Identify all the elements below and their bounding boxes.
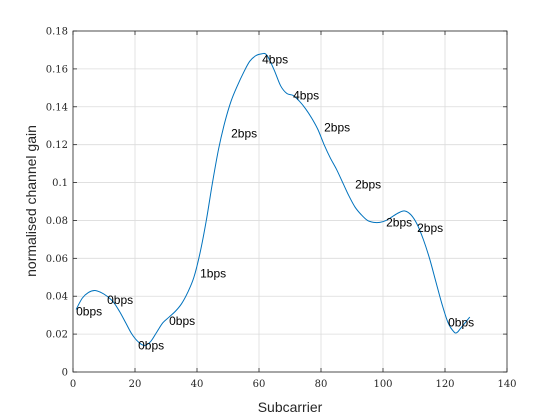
series-line <box>75 52 471 346</box>
x-tick-label: 140 <box>497 379 516 390</box>
x-tick-label: 100 <box>373 379 392 390</box>
bps-annotation: 0bps <box>169 314 195 328</box>
y-tick-label: 0.1 <box>52 178 68 189</box>
y-tick-label: 0.02 <box>46 330 68 341</box>
bps-annotation: 4bps <box>262 52 288 66</box>
bit-allocation-annotations: 0bps 0bps 0bps 0bps 1bps 2bps 4bps 4bps 2bps 2bps… <box>76 52 474 352</box>
y-tick-label: 0.04 <box>46 292 68 303</box>
plot-background <box>73 31 507 372</box>
x-tick-label: 120 <box>435 379 454 390</box>
y-tick-label: 0.12 <box>46 140 68 151</box>
plot-frame <box>72 30 508 373</box>
y-tick-label: 0 <box>62 368 68 379</box>
x-tick-label: 40 <box>191 379 204 390</box>
x-tick-label: 80 <box>315 379 328 390</box>
series-line-layer <box>75 52 471 346</box>
x-tick-label: 0 <box>70 379 76 390</box>
bps-annotation: 2bps <box>231 126 257 140</box>
x-axis-title: Subcarrier <box>258 399 323 415</box>
y-tick-label: 0.16 <box>46 64 68 75</box>
y-tick-label: 0.08 <box>46 216 68 227</box>
bps-annotation: 0bps <box>448 316 474 330</box>
bps-annotation: 2bps <box>355 177 381 191</box>
x-tick-label: 60 <box>253 379 266 390</box>
y-tick-label: 0.14 <box>46 102 68 113</box>
bps-annotation: 1bps <box>200 266 226 280</box>
bps-annotation: 4bps <box>293 88 319 102</box>
axis-ticks: 0 20 40 60 80 100 120 140 0 0.02 0.04 0.06 0.08 0.1 0.… <box>46 27 517 391</box>
bps-annotation: 2bps <box>386 215 412 229</box>
bps-annotation: 0bps <box>107 293 133 307</box>
bps-annotation: 0bps <box>138 338 164 352</box>
y-axis-title: normalised channel gain <box>23 125 39 277</box>
bps-annotation: 2bps <box>417 221 443 235</box>
y-tick-label: 0.18 <box>46 27 68 38</box>
bps-annotation: 0bps <box>76 304 102 318</box>
bps-annotation: 2bps <box>324 121 350 135</box>
y-tick-label: 0.06 <box>46 254 68 265</box>
x-tick-label: 20 <box>129 379 142 390</box>
